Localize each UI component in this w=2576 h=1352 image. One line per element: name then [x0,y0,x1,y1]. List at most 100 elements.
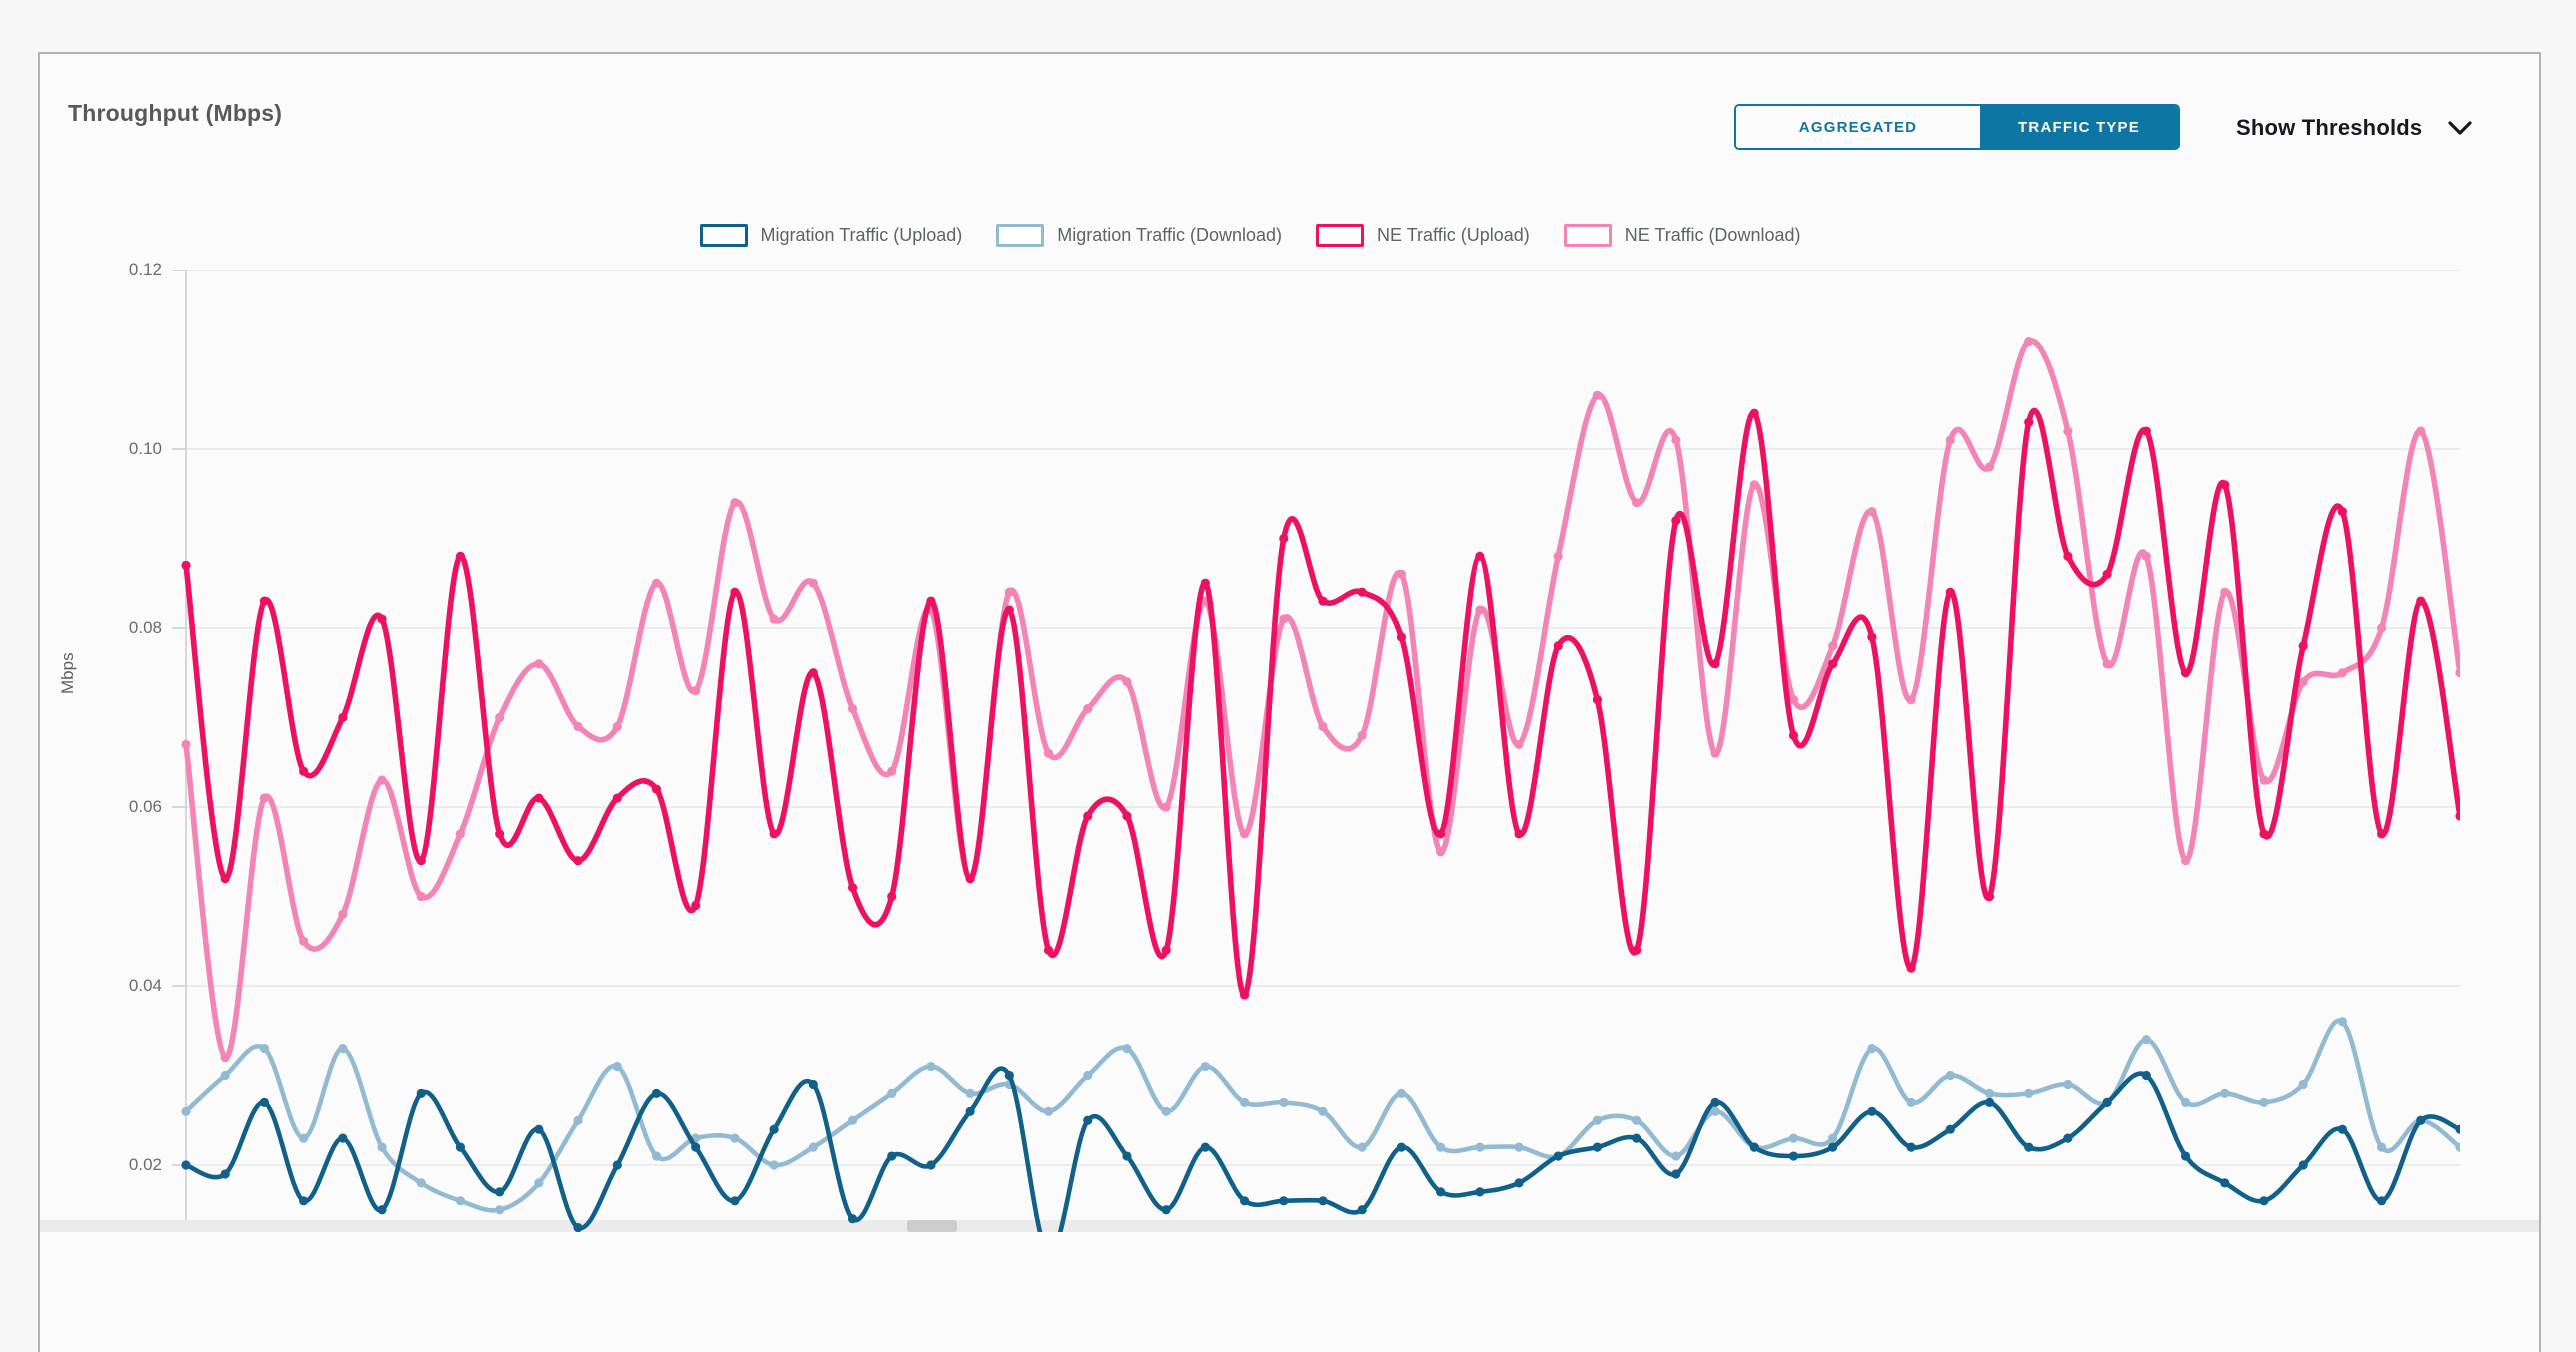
data-point-marker [1475,551,1485,561]
data-point-marker [2376,623,2387,633]
legend-item-migration-traffic-download-[interactable]: Migration Traffic (Download) [996,223,1282,247]
data-point-marker [1239,829,1250,839]
data-point-marker [730,1196,740,1206]
data-point-marker [651,1088,662,1098]
data-point-marker [847,1214,858,1224]
data-point-marker [2220,1178,2230,1188]
data-point-marker [2102,1097,2112,1107]
legend-label: NE Traffic (Download) [1624,224,1801,245]
data-point-marker [2180,668,2191,678]
data-point-marker [1161,945,1171,955]
data-point-marker [2063,1079,2073,1090]
data-point-marker [220,1053,230,1063]
data-point-marker [455,551,466,561]
legend-item-ne-traffic-upload-[interactable]: NE Traffic (Upload) [1316,223,1530,247]
data-point-marker [1514,1178,1524,1188]
data-point-marker [534,1124,544,1134]
data-point-marker [416,891,426,902]
series-migration-traffic-upload- [181,1066,2465,1260]
data-point-marker [2259,1097,2269,1107]
toggle-traffic-type-button[interactable]: TRAFFIC TYPE [1980,106,2178,148]
data-point-marker [612,1160,622,1170]
data-point-marker [1867,1106,1877,1116]
data-point-marker [769,1160,779,1170]
y-axis-tick-0.04: 0.04 [128,976,162,995]
data-point-marker [1004,1070,1014,1081]
data-point-marker [1945,1124,1955,1134]
data-point-marker [1984,1088,1995,1098]
data-point-marker [691,1142,701,1152]
data-point-marker [2259,775,2269,785]
legend-swatch-icon [1563,223,1612,247]
data-point-marker [495,712,505,723]
data-point-marker [1945,587,1955,597]
data-point-marker [2376,1196,2387,1206]
data-point-marker [1396,632,1407,642]
data-point-marker [1279,614,1289,624]
data-point-marker [181,1106,191,1116]
data-point-marker [847,1115,858,1125]
data-point-marker [2376,829,2387,839]
data-point-marker [887,766,897,776]
chart-horizontal-scrollbar-thumb[interactable] [907,1220,957,1232]
data-point-marker [1436,1187,1446,1197]
data-point-marker [1592,695,1603,705]
data-point-marker [1396,569,1407,579]
data-point-marker [1083,1115,1093,1125]
data-point-marker [1788,1133,1799,1143]
data-point-marker [887,1151,897,1161]
data-point-marker [1632,1133,1642,1143]
data-point-marker [1200,1061,1210,1072]
data-point-marker [965,874,975,884]
data-point-marker [2220,587,2230,597]
show-thresholds-dropdown[interactable]: Show Thresholds [2236,112,2536,144]
data-point-marker [534,1178,544,1188]
data-point-marker [730,587,740,597]
legend-item-migration-traffic-upload-[interactable]: Migration Traffic (Upload) [699,223,962,247]
data-point-marker [651,1151,662,1161]
data-point-marker [1632,1115,1642,1125]
data-point-marker [1475,605,1485,615]
data-point-marker [1318,1106,1328,1116]
data-point-marker [2455,811,2465,821]
chart-plot-area [172,269,2465,1260]
data-point-marker [808,1079,818,1090]
data-point-marker [1553,641,1563,651]
data-point-marker [377,614,387,624]
data-point-marker [808,668,818,678]
data-point-marker [1043,748,1054,758]
data-point-marker [416,1088,426,1098]
data-point-marker [181,739,191,749]
data-point-marker [1984,1097,1995,1107]
data-point-marker [1592,1142,1603,1152]
data-point-marker [1632,498,1642,508]
data-point-marker [926,596,936,606]
data-point-marker [1318,721,1328,732]
data-point-marker [2337,668,2347,678]
data-point-marker [220,874,230,884]
data-point-marker [1004,587,1014,597]
data-point-marker [338,712,348,723]
legend-item-ne-traffic-download-[interactable]: NE Traffic (Download) [1563,223,1801,247]
chevron-down-icon [2448,120,2472,136]
data-point-marker [1749,408,1759,418]
data-point-marker [1514,1142,1524,1152]
chart-scroll-track [40,1220,2539,1232]
data-point-marker [1200,578,1210,588]
data-point-marker [455,829,466,839]
chart-legend: Migration Traffic (Upload) Migration Traf… [172,212,2328,258]
data-point-marker [416,856,426,866]
data-point-marker [2416,1115,2426,1125]
y-axis-tick-0.02: 0.02 [128,1155,162,1174]
data-point-marker [1161,1106,1171,1116]
data-point-marker [1906,1097,1916,1107]
data-point-marker [612,1061,622,1072]
data-point-marker [808,578,818,588]
data-point-marker [495,829,505,839]
toggle-aggregated-button[interactable]: AGGREGATED [1736,106,1980,148]
data-point-marker [338,909,348,920]
data-point-marker [1592,1115,1603,1125]
data-point-marker [1867,507,1877,517]
data-point-marker [2024,417,2034,427]
data-point-marker [965,1088,975,1098]
